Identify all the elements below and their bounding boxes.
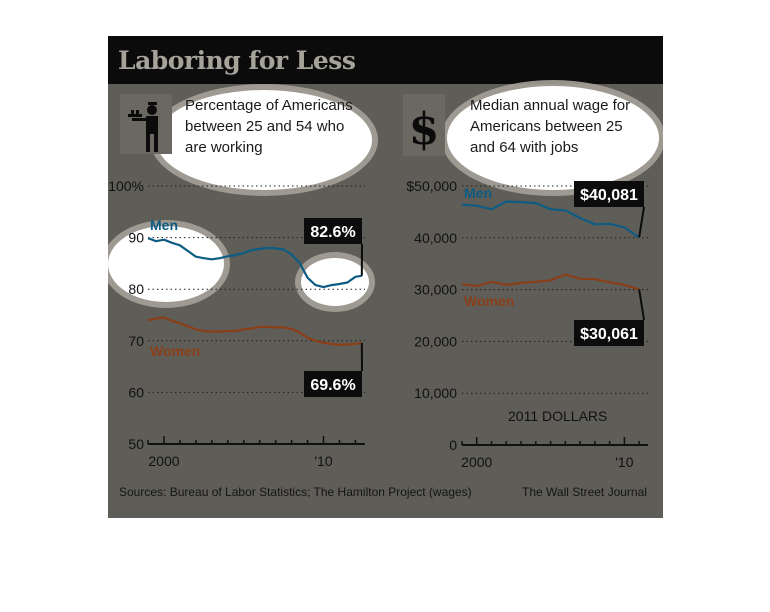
employment-description: Percentage of Americans between 25 and 5… <box>185 95 353 158</box>
chart-annotation: 2011 DOLLARS <box>508 408 607 424</box>
x-tick-label: '10 <box>314 453 332 469</box>
end-value-label: $30,061 <box>580 326 638 343</box>
x-tick-label: '10 <box>615 454 633 470</box>
y-tick-label: 30,000 <box>414 282 457 298</box>
description-line: Percentage of Americans <box>185 97 353 114</box>
x-tick-label: 2000 <box>461 454 492 470</box>
series-label-women: Women <box>464 293 514 309</box>
y-tick-label: 0 <box>449 437 457 453</box>
y-tick-label: 90 <box>128 230 144 246</box>
y-tick-label: 70 <box>128 333 144 349</box>
y-tick-label: 80 <box>128 281 144 297</box>
title-bar: Laboring for Less <box>108 36 663 84</box>
y-tick-label: 20,000 <box>414 333 457 349</box>
dollar-icon: $ <box>403 94 445 156</box>
end-value-label: 69.6% <box>310 377 355 394</box>
source-note: Sources: Bureau of Labor Statistics; The… <box>119 485 472 499</box>
x-tick-label: 2000 <box>148 453 179 469</box>
chart-figure: Laboring for Less $ 100% 90 80 70 60 50 2000'1… <box>108 36 663 518</box>
callout-leader <box>638 206 645 238</box>
y-tick-label: 10,000 <box>414 385 457 401</box>
description-line: Median annual wage for <box>470 97 631 114</box>
end-value-box <box>304 371 362 397</box>
series-line-men <box>147 237 362 289</box>
waiter-icon <box>120 94 172 154</box>
svg-text:$: $ <box>409 104 440 155</box>
end-value-box <box>574 181 644 207</box>
description-line: and 64 with jobs <box>470 139 579 156</box>
cloud <box>108 226 224 302</box>
cloud <box>447 86 659 190</box>
wage-description: Median annual wage for Americans between… <box>470 95 630 158</box>
series-label-women: Women <box>150 343 200 359</box>
description-line: are working <box>185 139 263 156</box>
highlight-clouds <box>108 80 663 312</box>
y-tick-label: 60 <box>128 384 144 400</box>
y-tick-label: 40,000 <box>414 230 457 246</box>
description-line: Americans between 25 <box>470 118 623 135</box>
y-tick-label: 100% <box>108 178 144 194</box>
y-tick-label: 50 <box>128 436 144 452</box>
series-line-women <box>147 316 362 346</box>
end-value-box <box>304 218 362 244</box>
series-line-men <box>461 200 640 239</box>
callout-leader <box>638 289 645 321</box>
end-value-box <box>574 320 644 346</box>
cloud <box>301 258 369 306</box>
series-line-women <box>461 273 640 291</box>
description-line: between 25 and 54 who <box>185 118 345 135</box>
end-value-label: $40,081 <box>580 187 638 204</box>
y-tick-label: $50,000 <box>406 178 457 194</box>
end-value-label: 82.6% <box>310 224 355 241</box>
cloud <box>156 90 372 190</box>
series-label-men: Men <box>150 217 178 233</box>
credit-note: The Wall Street Journal <box>522 485 647 499</box>
chart-title: Laboring for Less <box>118 46 356 75</box>
series-label-men: Men <box>464 185 492 201</box>
